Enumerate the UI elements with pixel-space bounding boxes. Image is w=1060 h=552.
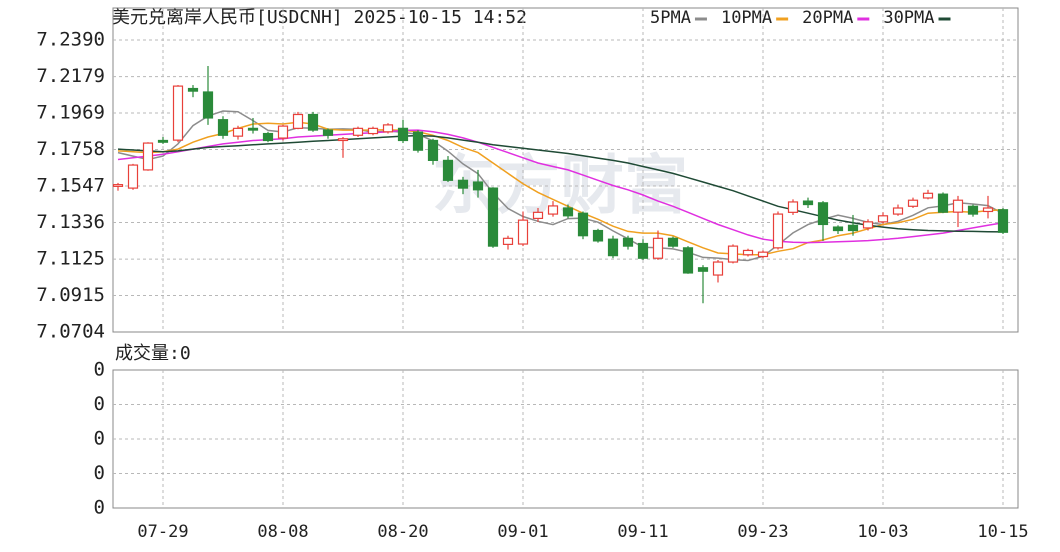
candle-body [202,91,214,119]
x-tick-label: 09-01 [497,522,548,542]
volume-title: 成交量:0 [115,343,191,364]
legend-label: 10PMA [721,8,772,28]
candle-body [637,242,649,259]
candle-body [502,237,514,245]
ma-line [117,110,1004,262]
legend-label: 30PMA [883,8,934,28]
legend-label: 5PMA [650,8,691,28]
candle-body [127,164,139,189]
candle-body [967,205,979,215]
x-tick-label: 10-03 [857,522,908,542]
candle-body [862,221,874,229]
candle-body [697,267,709,272]
candle-body [952,199,964,213]
candle-body [727,245,739,263]
watermark: 东方财富 [432,150,688,224]
candle-body [337,138,349,142]
candle-body [352,127,364,136]
plot-frame [112,7,1019,333]
candle-body [397,127,409,142]
candle-body [262,132,274,142]
candle-body [187,87,199,92]
candle-body [922,192,934,199]
candle-body [817,202,829,226]
candle-body [937,193,949,213]
candle-body [892,207,904,215]
candle-body [292,113,304,129]
candle-body [742,249,754,256]
chart-title: 美元兑离岸人民币[USDCNH] 2025-10-15 14:52 [112,7,527,28]
y-tick-label: 7.1547 [36,175,105,197]
candle-body [652,237,664,259]
candle-body [172,85,184,141]
candle-body [847,224,859,232]
candle-body [532,211,544,220]
y-tick-label: 7.0915 [36,284,105,306]
candle-body [712,261,724,276]
volume-tick-label: 0 [94,393,105,415]
candle-body [382,124,394,133]
y-tick-label: 7.1758 [36,138,105,160]
candle-body [772,213,784,249]
y-tick-label: 7.1969 [36,101,105,123]
y-tick-label: 7.2179 [36,65,105,87]
candle-body [622,237,634,247]
candle-body [142,142,154,171]
candle-body [277,125,289,139]
candle-body [562,207,574,217]
candle-body [517,219,529,245]
candle-body [757,251,769,258]
candle-body [832,226,844,232]
volume-tick-label: 0 [94,462,105,484]
x-tick-label: 09-23 [737,522,788,542]
candle-body [232,127,244,137]
x-tick-label: 08-08 [257,522,308,542]
candle-body [427,139,439,161]
candle-body [577,212,589,237]
x-tick-label: 08-20 [377,522,428,542]
candle-body [802,200,814,206]
candle-body [457,179,469,189]
candle-body [307,113,319,131]
x-tick-label: 10-15 [977,522,1028,542]
y-tick-label: 7.0704 [36,321,105,343]
candle-body [877,215,889,223]
legend-label: 20PMA [802,8,853,28]
volume-tick-label: 0 [94,428,105,450]
candle-body [217,119,229,136]
x-tick-label: 07-29 [137,522,188,542]
x-tick-label: 09-11 [617,522,668,542]
volume-tick-label: 0 [94,497,105,519]
candle-body [787,201,799,213]
candle-body [547,205,559,215]
y-tick-label: 7.1336 [36,211,105,233]
candle-body [907,199,919,207]
candle-body [157,139,169,143]
ma-line [117,134,1004,233]
y-tick-label: 7.1125 [36,248,105,270]
candle-body [982,207,994,213]
candle-body [592,229,604,242]
volume-tick-label: 0 [94,359,105,381]
candle-body [367,127,379,135]
y-tick-label: 7.2390 [36,29,105,51]
ma-line [117,121,1004,256]
candle-body [112,184,124,187]
candle-body [607,238,619,257]
candle-body [487,187,499,247]
candle-body [247,127,259,131]
candle-body [322,129,334,136]
candle-body [667,237,679,247]
candle-body [997,209,1009,233]
candle-body [412,131,424,151]
candle-body [682,247,694,274]
candle-body [472,181,484,191]
candle-body [442,159,454,181]
